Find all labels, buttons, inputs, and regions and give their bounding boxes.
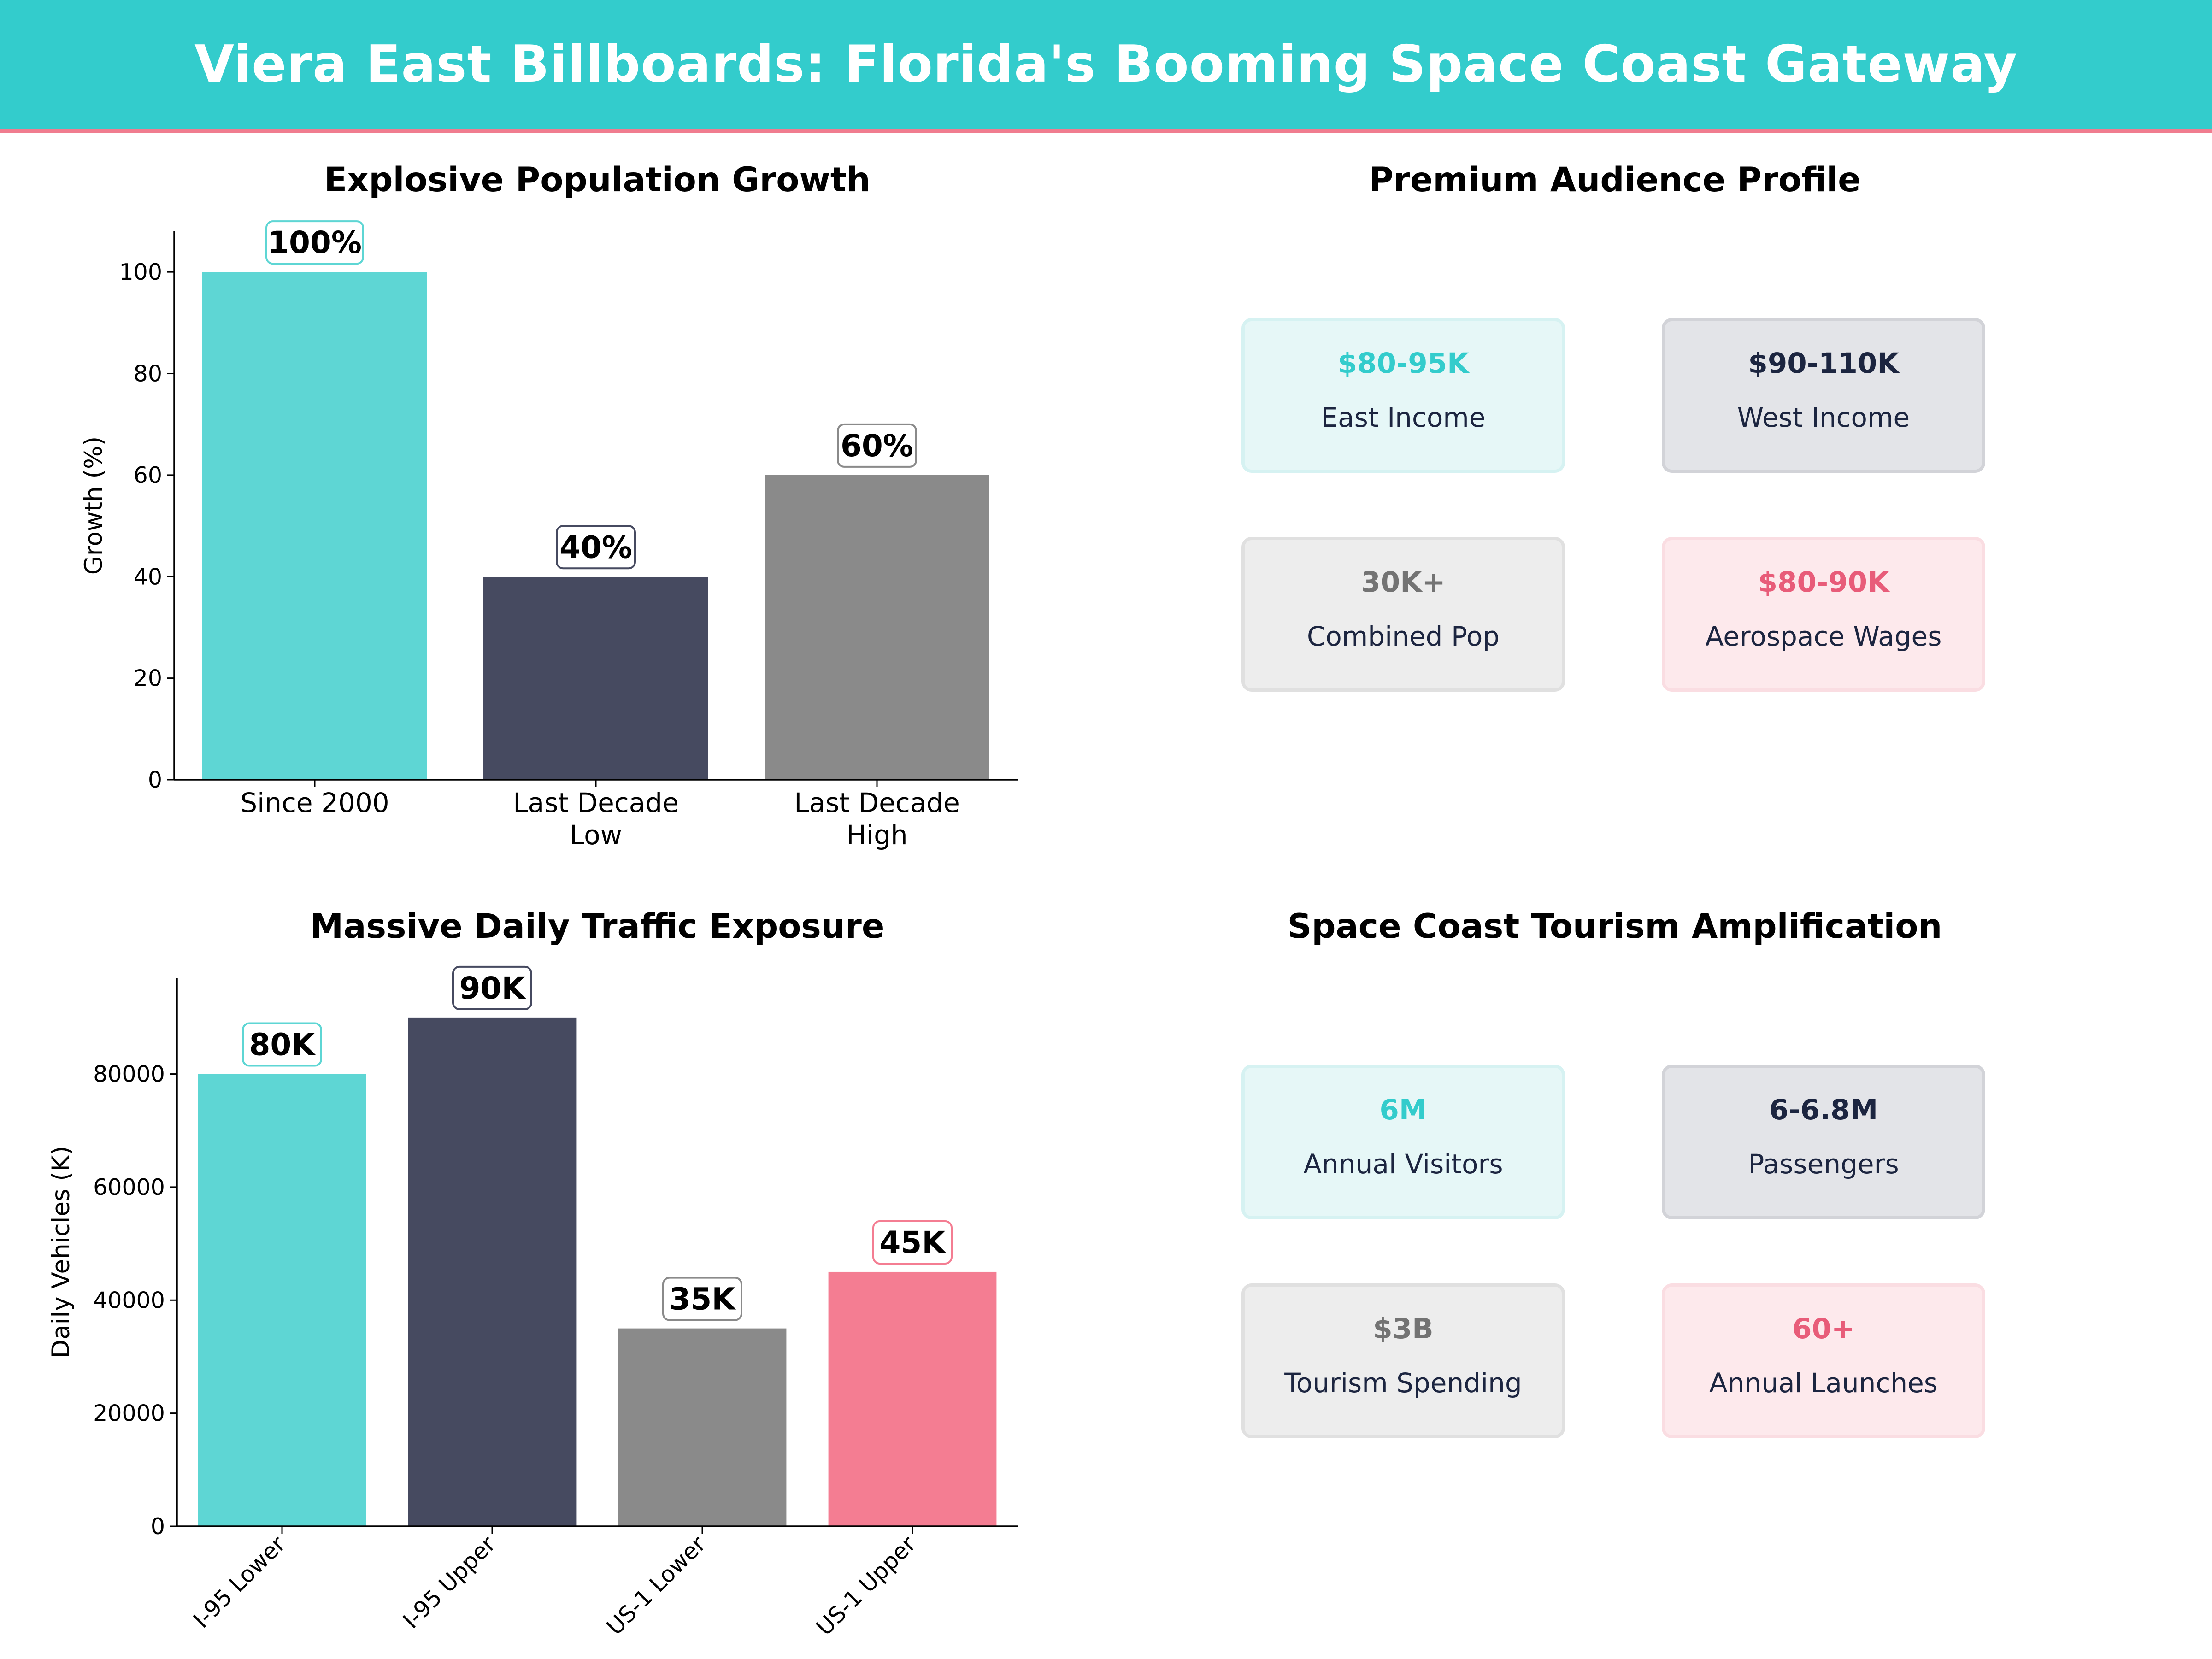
data-label: 80K xyxy=(249,1027,317,1063)
data-label: 60% xyxy=(841,428,913,464)
tourism-card-tourism-spending: $3B Tourism Spending xyxy=(1241,1283,1565,1438)
y-tick-label: 20 xyxy=(134,665,162,692)
category-label: Since 2000 xyxy=(240,787,389,818)
population-chart-title: Explosive Population Growth xyxy=(324,160,871,200)
bar xyxy=(202,272,427,780)
data-label-box xyxy=(265,220,364,265)
category-label: I-95 Upper xyxy=(398,1531,501,1634)
bar xyxy=(483,577,708,780)
y-tick-label: 0 xyxy=(151,1513,165,1540)
data-label-box xyxy=(662,1277,742,1321)
tourism-card-passengers: 6-6.8M Passengers xyxy=(1662,1065,1985,1219)
category-label: Low xyxy=(570,819,622,851)
bar xyxy=(198,1074,366,1526)
traffic-chart-title: Massive Daily Traffic Exposure xyxy=(310,907,885,946)
category-label: US-1 Upper xyxy=(811,1531,921,1641)
card-label: Annual Visitors xyxy=(1303,1148,1503,1180)
bar xyxy=(408,1017,577,1526)
data-label: 40% xyxy=(559,529,632,565)
card-label: Aerospace Wages xyxy=(1705,621,1942,652)
tourism-title: Space Coast Tourism Amplification xyxy=(1287,907,1942,946)
card-value: $90-110K xyxy=(1748,347,1899,380)
y-tick-label: 80 xyxy=(134,361,162,387)
audience-profile-title: Premium Audience Profile xyxy=(1369,160,1861,200)
card-value: $80-95K xyxy=(1337,347,1469,380)
y-tick-label: 80000 xyxy=(93,1061,165,1088)
data-label: 45K xyxy=(880,1225,947,1260)
y-tick-label: 100 xyxy=(119,259,162,285)
category-label: US-1 Lower xyxy=(601,1531,711,1641)
card-label: Annual Launches xyxy=(1709,1367,1938,1399)
y-tick-label: 60000 xyxy=(93,1174,165,1200)
header-banner: Viera East Billboards: Florida's Booming… xyxy=(0,0,2212,133)
card-label: East Income xyxy=(1321,402,1486,433)
bar xyxy=(618,1328,787,1526)
data-label: 100% xyxy=(268,225,362,260)
data-label-box xyxy=(452,965,532,1010)
card-label: Combined Pop xyxy=(1306,621,1500,652)
y-tick-label: 60 xyxy=(134,462,162,488)
y-tick-label: 40 xyxy=(134,564,162,590)
card-label: Tourism Spending xyxy=(1284,1367,1522,1399)
y-tick-label: 40000 xyxy=(93,1287,165,1313)
card-value: 6-6.8M xyxy=(1769,1094,1878,1126)
data-label-box xyxy=(556,525,636,570)
y-tick-label: 0 xyxy=(148,767,162,793)
data-label: 90K xyxy=(459,971,527,1006)
category-label: I-95 Lower xyxy=(188,1531,291,1634)
y-axis-title: Growth (%) xyxy=(80,436,108,575)
tourism-card-annual-visitors: 6M Annual Visitors xyxy=(1241,1065,1565,1219)
category-label: Last Decade xyxy=(513,787,679,818)
data-label-box xyxy=(872,1220,953,1265)
card-value: $3B xyxy=(1373,1312,1434,1345)
bar xyxy=(828,1271,997,1526)
card-label: Passengers xyxy=(1748,1148,1899,1180)
y-tick-label: 20000 xyxy=(93,1400,165,1427)
tourism-card-annual-launches: 60+ Annual Launches xyxy=(1662,1283,1985,1438)
y-axis-title: Daily Vehicles (K) xyxy=(47,1146,75,1358)
page-title: Viera East Billboards: Florida's Booming… xyxy=(194,35,2018,94)
card-value: 6M xyxy=(1379,1094,1427,1126)
bar xyxy=(765,475,989,780)
audience-card-combined-pop: 30K+ Combined Pop xyxy=(1241,537,1565,692)
card-label: West Income xyxy=(1737,402,1910,433)
data-label: 35K xyxy=(670,1282,737,1317)
audience-card-east-income: $80-95K East Income xyxy=(1241,318,1565,473)
card-value: 30K+ xyxy=(1361,566,1446,599)
card-value: 60+ xyxy=(1792,1312,1855,1345)
audience-card-west-income: $90-110K West Income xyxy=(1662,318,1985,473)
data-label-box xyxy=(242,1022,322,1067)
audience-card-aerospace-wages: $80-90K Aerospace Wages xyxy=(1662,537,1985,692)
category-label: High xyxy=(846,819,907,851)
category-label: Last Decade xyxy=(794,787,960,818)
data-label-box xyxy=(837,423,917,468)
card-value: $80-90K xyxy=(1758,566,1889,599)
